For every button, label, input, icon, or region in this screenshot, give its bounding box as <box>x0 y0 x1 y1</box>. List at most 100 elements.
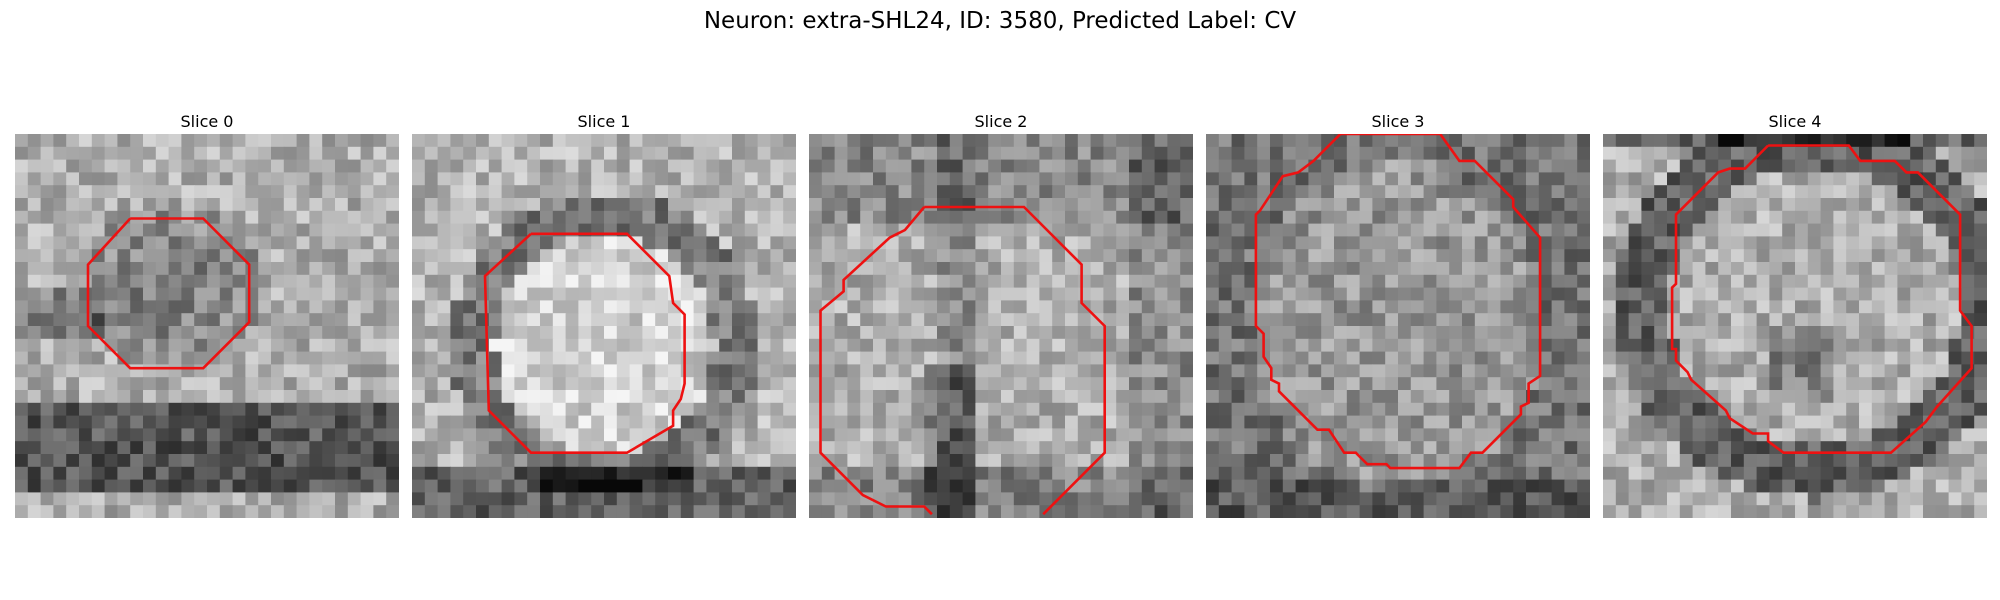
pixel <box>450 300 464 314</box>
pixel <box>1077 185 1092 199</box>
pixel <box>1500 172 1514 186</box>
pixel <box>1474 415 1489 429</box>
pixel <box>1257 441 1271 455</box>
pixel <box>53 479 67 493</box>
pixel <box>629 428 643 442</box>
pixel <box>155 172 170 186</box>
pixel <box>1372 172 1386 186</box>
pixel <box>1308 134 1322 148</box>
pixel <box>540 172 554 186</box>
pixel <box>975 492 989 506</box>
pixel <box>463 159 477 173</box>
pixel <box>1923 505 1937 518</box>
pixel <box>386 441 399 455</box>
pixel <box>591 505 605 518</box>
pixel <box>1910 364 1924 378</box>
pixel <box>1564 326 1578 340</box>
pixel <box>565 351 579 365</box>
pixel <box>642 402 656 417</box>
pixel <box>1270 326 1284 340</box>
pixel <box>1359 466 1373 481</box>
pixel <box>1385 402 1399 417</box>
pixel <box>232 134 246 148</box>
pixel <box>834 185 848 199</box>
pixel <box>1372 223 1386 237</box>
pixel <box>1743 134 1758 148</box>
pixel <box>1026 236 1040 250</box>
pixel <box>1372 338 1386 353</box>
pixel <box>834 351 848 365</box>
pixel <box>1167 454 1181 468</box>
pixel <box>565 313 579 327</box>
pixel <box>655 364 669 378</box>
pixel <box>1500 454 1514 468</box>
pixel <box>130 223 144 237</box>
pixel <box>1974 479 1987 493</box>
pixel <box>578 479 592 493</box>
pixel <box>1884 198 1898 212</box>
pixel <box>732 159 746 173</box>
pixel <box>1129 185 1143 199</box>
pixel <box>1692 223 1706 237</box>
pixel <box>1244 313 1258 327</box>
pixel <box>143 249 157 263</box>
pixel <box>168 172 182 186</box>
pixel <box>898 415 912 429</box>
pixel <box>1782 146 1796 161</box>
pixel <box>1807 364 1822 378</box>
pixel <box>1065 351 1079 365</box>
pixel <box>283 210 298 225</box>
pixel <box>1052 326 1066 340</box>
pixel <box>1910 466 1924 481</box>
pixel <box>79 377 93 391</box>
pixel <box>1833 249 1847 263</box>
pixel <box>1833 351 1847 365</box>
pixel <box>488 479 503 493</box>
pixel <box>1487 287 1501 301</box>
pixel <box>271 134 285 148</box>
pixel <box>1769 313 1783 327</box>
pixel <box>591 479 605 493</box>
pixel <box>988 223 1002 237</box>
pixel <box>1500 287 1514 301</box>
pixel <box>1065 236 1079 250</box>
pixel <box>565 338 579 353</box>
pixel <box>1564 249 1578 263</box>
pixel <box>117 172 131 186</box>
pixel <box>898 210 912 225</box>
pixel <box>693 402 707 417</box>
pixel <box>1180 415 1193 429</box>
pixel <box>1667 146 1681 161</box>
pixel <box>232 479 246 493</box>
pixel <box>988 159 1002 173</box>
pixel <box>1692 377 1706 391</box>
pixel <box>1231 415 1245 429</box>
pixel <box>194 492 208 506</box>
pixel <box>424 236 439 250</box>
pixel <box>155 326 170 340</box>
pixel <box>937 198 951 212</box>
pixel <box>1385 210 1399 225</box>
pixel <box>1359 402 1373 417</box>
pixel <box>450 454 464 468</box>
pixel <box>1436 479 1450 493</box>
pixel <box>1321 172 1335 186</box>
pixel <box>1359 287 1373 301</box>
pixel <box>962 146 976 161</box>
pixel <box>463 338 477 353</box>
pixel <box>1129 441 1143 455</box>
pixel <box>322 377 336 391</box>
pixel <box>219 505 234 518</box>
pixel <box>1910 377 1924 391</box>
pixel <box>1603 377 1617 391</box>
pixel <box>578 134 592 148</box>
pixel <box>40 223 54 237</box>
pixel <box>1615 402 1630 417</box>
pixel <box>424 390 439 404</box>
pixel <box>1961 402 1975 417</box>
pixel <box>104 479 118 493</box>
pixel <box>168 185 182 199</box>
pixel <box>53 146 67 161</box>
pixel <box>949 262 964 276</box>
pixel <box>1334 505 1348 518</box>
